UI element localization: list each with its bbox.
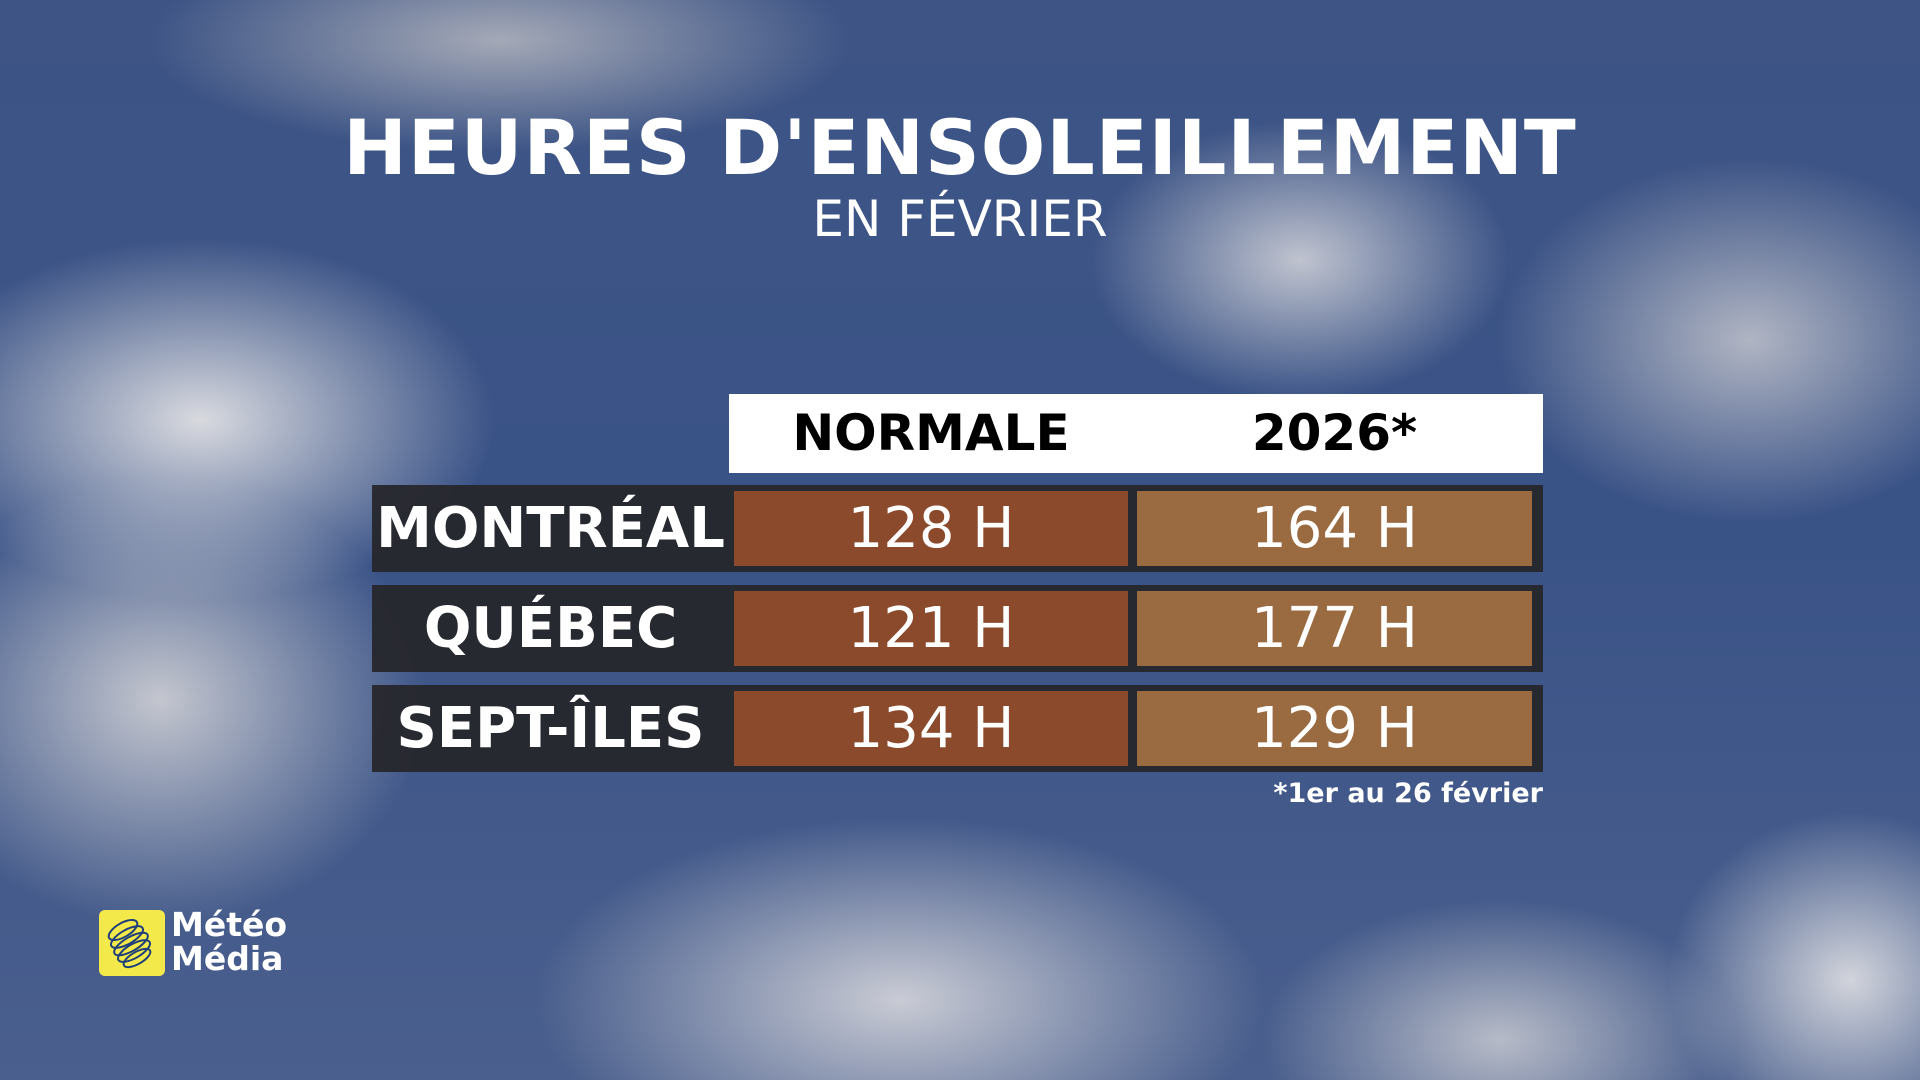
logo-wordmark: Météo Média: [171, 908, 287, 976]
page-subtitle: EN FÉVRIER: [812, 190, 1108, 248]
table-header: NORMALE 2026*: [729, 394, 1543, 473]
logo-line-2: Média: [171, 939, 284, 978]
column-header-2026: 2026*: [1251, 404, 1418, 462]
logo-line-1: Météo: [171, 905, 288, 944]
2026-value: 129 H: [1137, 691, 1532, 766]
2026-value: 177 H: [1137, 591, 1532, 666]
page-title: HEURES D'ENSOLEILLEMENT: [343, 103, 1577, 192]
meteomedia-logo-icon: [99, 910, 165, 976]
footnote: *1er au 26 février: [1273, 778, 1543, 809]
globe-swirl-icon: [107, 918, 152, 969]
city-label: MONTRÉAL: [376, 496, 725, 561]
normale-value: 128 H: [734, 491, 1128, 566]
city-label: SEPT-ÎLES: [396, 696, 705, 761]
column-header-normale: NORMALE: [792, 404, 1070, 462]
normale-value: 121 H: [734, 591, 1128, 666]
normale-value: 134 H: [734, 691, 1128, 766]
table-row: MONTRÉAL 128 H 164 H: [372, 485, 1543, 572]
2026-value: 164 H: [1137, 491, 1532, 566]
table-row: SEPT-ÎLES 134 H 129 H: [372, 685, 1543, 772]
table-row: QUÉBEC 121 H 177 H: [372, 585, 1543, 672]
city-label: QUÉBEC: [423, 596, 678, 661]
